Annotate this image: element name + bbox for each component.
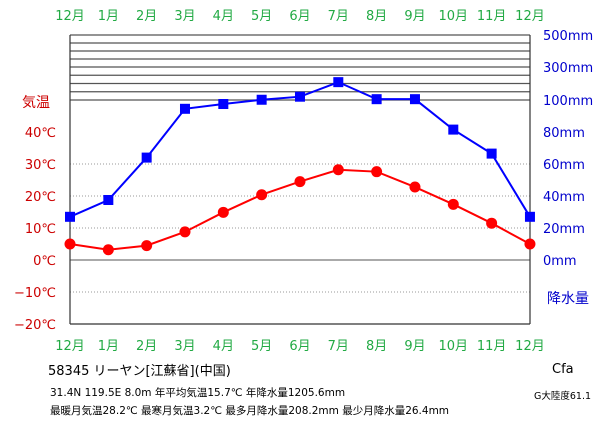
top-month-label: 9月	[404, 9, 425, 24]
left-tick-label: 10℃	[25, 222, 56, 237]
left-tick-label: −20℃	[14, 318, 56, 333]
precipitation-point	[65, 211, 75, 222]
station-title: 58345 リーヤン[江蘇省](中国)	[48, 364, 231, 379]
top-month-label: 2月	[136, 9, 157, 24]
bottom-month-label: 3月	[174, 339, 195, 354]
top-month-label: 1月	[98, 9, 119, 24]
right-tick-label: 80mm	[543, 126, 585, 141]
top-month-label: 11月	[477, 9, 507, 24]
temperature-point	[64, 238, 76, 250]
precipitation-point	[409, 94, 420, 105]
precipitation-point	[371, 94, 382, 105]
temperature-point	[217, 206, 229, 218]
bottom-month-labels: 12月 1月 2月 3月 4月 5月 6月 7月 8月 9月 10月 11月 12月	[55, 339, 545, 354]
top-month-labels: 12月 1月 2月 3月 4月 5月 6月 7月 8月 9月 10月 11月 12月	[55, 9, 545, 24]
bottom-month-label: 1月	[98, 339, 119, 354]
bottom-month-label: 10月	[439, 339, 469, 354]
left-tick-label: −10℃	[14, 286, 56, 301]
temperature-point	[371, 166, 383, 178]
bottom-month-label: 2月	[136, 339, 157, 354]
right-tick-label: 20mm	[543, 222, 585, 237]
temperature-point	[524, 238, 536, 250]
temperature-point	[141, 240, 153, 252]
precipitation-point	[103, 195, 114, 205]
bottom-month-label: 5月	[251, 339, 272, 354]
temperature-point	[102, 244, 114, 256]
right-tick-label: 40mm	[543, 190, 585, 205]
right-axis-label: 降水量	[547, 291, 589, 307]
temperature-series	[64, 164, 536, 256]
station-info-line1: 31.4N 119.5E 8.0m 年平均気温15.7℃ 年降水量1205.6m…	[50, 387, 346, 399]
bottom-month-label: 12月	[55, 339, 85, 354]
left-tick-label: 30℃	[25, 158, 56, 173]
precipitation-point	[256, 94, 267, 105]
precipitation-line	[69, 81, 531, 218]
top-month-label: 10月	[439, 9, 469, 24]
right-tick-label: 60mm	[543, 158, 585, 173]
temperature-point	[256, 189, 268, 201]
precipitation-point	[141, 152, 152, 163]
top-month-label: 12月	[515, 9, 545, 24]
left-tick-label: 20℃	[25, 190, 56, 205]
right-tick-label: 0mm	[543, 254, 577, 269]
continentality-index: G大陸度61.1	[534, 391, 592, 402]
right-tick-label: 300mm	[543, 61, 593, 76]
precipitation-point	[333, 77, 344, 88]
bottom-month-label: 7月	[328, 339, 349, 354]
bottom-month-label: 4月	[213, 339, 234, 354]
precipitation-point	[218, 99, 229, 109]
temperature-point	[409, 181, 421, 193]
temperature-point	[294, 176, 306, 188]
top-month-label: 12月	[55, 9, 85, 24]
top-month-label: 4月	[213, 9, 234, 24]
precipitation-point	[179, 103, 190, 114]
temperature-point	[332, 164, 344, 176]
precipitation-point	[486, 148, 497, 159]
top-month-label: 5月	[251, 9, 272, 24]
bottom-month-label: 12月	[515, 339, 545, 354]
bottom-month-label: 6月	[289, 339, 310, 354]
bottom-month-label: 11月	[477, 339, 507, 354]
station-info-line2: 最暖月気温28.2℃ 最寒月気温3.2℃ 最多月降水量208.2mm 最少月降水…	[50, 405, 450, 417]
precipitation-point	[448, 124, 459, 135]
climograph-chart: 12月 1月 2月 3月 4月 5月 6月 7月 8月 9月 10月 11月 12月 12月 1月 2月 3月…	[14, 9, 593, 354]
right-axis-ticks: 0mm 20mm 40mm 60mm 80mm 100mm 300mm 500mm	[543, 29, 593, 269]
chart-axes	[69, 35, 531, 325]
top-month-label: 7月	[328, 9, 349, 24]
left-tick-label: 0℃	[33, 254, 56, 269]
top-month-label: 6月	[289, 9, 310, 24]
bottom-month-label: 9月	[404, 339, 425, 354]
precipitation-series	[65, 77, 535, 222]
chart-grid	[70, 34, 530, 325]
left-axis-label: 気温	[22, 95, 50, 111]
temperature-point	[486, 217, 498, 229]
right-tick-label: 100mm	[543, 94, 593, 109]
climate-class: Cfa	[552, 362, 574, 377]
precipitation-point	[524, 211, 535, 222]
temperature-point	[179, 226, 191, 238]
top-month-label: 3月	[174, 9, 195, 24]
temperature-point	[447, 198, 459, 210]
precipitation-point	[294, 91, 305, 102]
right-tick-label: 500mm	[543, 29, 593, 44]
top-month-label: 8月	[366, 9, 387, 24]
left-axis-ticks: 40℃ 30℃ 20℃ 10℃ 0℃ −10℃ −20℃	[14, 126, 56, 333]
left-tick-label: 40℃	[25, 126, 56, 141]
bottom-month-label: 8月	[366, 339, 387, 354]
